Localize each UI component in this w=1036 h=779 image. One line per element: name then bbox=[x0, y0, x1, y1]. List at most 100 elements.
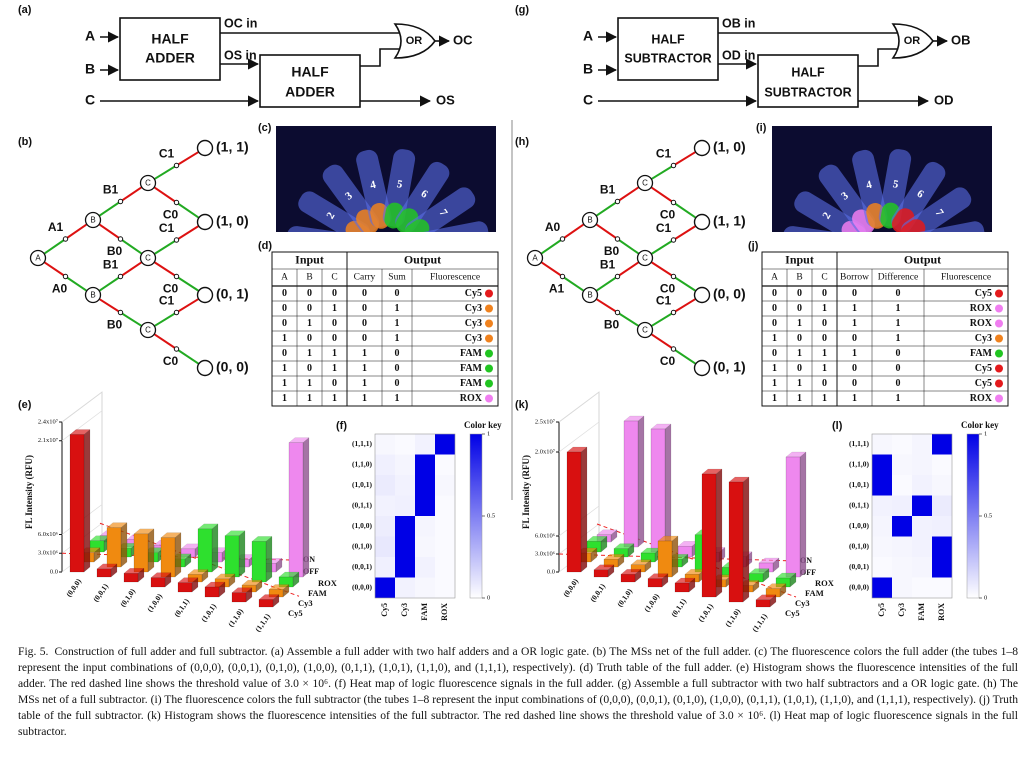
dye-dot bbox=[485, 364, 493, 373]
bar bbox=[133, 528, 155, 573]
switch bbox=[173, 309, 180, 316]
branch bbox=[616, 186, 639, 203]
heat-cell bbox=[395, 434, 415, 455]
branch bbox=[651, 333, 675, 350]
table-group: Output bbox=[904, 252, 941, 266]
dye-dot bbox=[995, 289, 1003, 298]
dye-dot bbox=[485, 304, 493, 313]
dye-dot bbox=[485, 349, 493, 358]
tube-label: 2 bbox=[820, 210, 833, 221]
node bbox=[139, 321, 157, 339]
bar-side bbox=[302, 437, 310, 578]
heat-cell bbox=[415, 536, 435, 557]
heat-cell bbox=[415, 475, 435, 496]
heat-cell bbox=[892, 577, 912, 598]
edge-label: B0 bbox=[107, 318, 123, 332]
table-cell: 1 bbox=[307, 378, 312, 389]
x-tick-label: FAM bbox=[420, 603, 429, 621]
edge-label: C0 bbox=[163, 208, 179, 222]
bar-face bbox=[566, 451, 582, 573]
block bbox=[757, 54, 859, 108]
y-tick-label: 6.0x10⁶ bbox=[535, 532, 555, 539]
panel-label: (a) bbox=[18, 4, 32, 16]
dye-dot bbox=[995, 334, 1003, 343]
branch bbox=[154, 186, 178, 204]
bar bbox=[647, 573, 669, 588]
table-cell: 1 bbox=[362, 348, 367, 359]
edge-label: B0 bbox=[604, 318, 620, 332]
bar-face bbox=[160, 537, 176, 578]
x-tick-label: (1,1,1) bbox=[253, 612, 272, 634]
tube-label: 1 bbox=[812, 237, 825, 244]
table-cell: 0 bbox=[772, 288, 777, 299]
heat-cell bbox=[415, 495, 435, 516]
switch bbox=[614, 309, 621, 316]
table-cell: FAM bbox=[460, 363, 483, 374]
grid-line bbox=[558, 391, 600, 423]
bar-face bbox=[620, 574, 636, 583]
heat-cell bbox=[932, 536, 952, 557]
x-tick-label: (0,0,1) bbox=[588, 582, 607, 604]
table-cell: 0 bbox=[362, 303, 367, 314]
output-label: OC bbox=[453, 32, 473, 47]
heat-cell bbox=[892, 475, 912, 496]
bar-side bbox=[580, 446, 588, 573]
table-header: C bbox=[821, 273, 827, 283]
heat-cell bbox=[395, 475, 415, 496]
branch bbox=[651, 239, 675, 255]
colorbar-tick-label: 1 bbox=[984, 430, 987, 437]
heat-cell bbox=[435, 495, 455, 516]
switch bbox=[173, 162, 180, 169]
bar-face bbox=[674, 582, 690, 593]
branch bbox=[154, 311, 178, 327]
node-label: B bbox=[587, 291, 592, 300]
figure: (a)(b)(c)(d)(e)(f)(g)(h)(i)(j)(k)(l)ABCH… bbox=[18, 4, 1009, 634]
branch bbox=[99, 275, 122, 292]
table-cell: Cy5 bbox=[975, 288, 992, 299]
bar bbox=[231, 587, 253, 603]
branch bbox=[616, 238, 639, 255]
branch bbox=[596, 298, 619, 314]
bar bbox=[650, 423, 672, 553]
input-label: B bbox=[583, 61, 593, 77]
block-label: SUBTRACTOR bbox=[624, 51, 711, 65]
block-label: ADDER bbox=[145, 50, 195, 66]
bar bbox=[603, 553, 625, 568]
colorbar-tick-label: 1 bbox=[487, 430, 490, 437]
edge-label: B1 bbox=[600, 183, 616, 197]
table-cell: FAM bbox=[460, 378, 483, 389]
node-label: B bbox=[587, 216, 592, 225]
edge-label: C1 bbox=[656, 221, 672, 235]
table-cell: 1 bbox=[772, 393, 777, 404]
x-tick-label: (0,1,1) bbox=[172, 597, 191, 619]
table-cell: 0 bbox=[822, 318, 827, 329]
bar bbox=[620, 568, 642, 583]
bar bbox=[150, 572, 172, 588]
or-gate bbox=[891, 23, 934, 59]
x-tick-label: (0,0,1) bbox=[91, 582, 110, 604]
x-tick-label: FAM bbox=[917, 603, 926, 621]
heat-cell bbox=[395, 577, 415, 598]
table-cell: 0 bbox=[822, 288, 827, 299]
heat-cell bbox=[932, 454, 952, 475]
switch bbox=[62, 236, 69, 242]
heat-cell bbox=[872, 495, 892, 516]
tube-body bbox=[907, 221, 985, 232]
table-cell: ROX bbox=[970, 318, 993, 329]
colorbar-tick-label: 0 bbox=[487, 594, 490, 601]
output-node bbox=[693, 213, 711, 231]
branch bbox=[561, 275, 584, 292]
heat-cell bbox=[892, 557, 912, 578]
series-label: Cy3 bbox=[795, 598, 810, 608]
switch bbox=[117, 198, 124, 205]
table-cell: ROX bbox=[970, 393, 993, 404]
heat-cell bbox=[932, 557, 952, 578]
x-tick-label: (1,1,0) bbox=[723, 607, 742, 629]
series-label: FAM bbox=[805, 588, 824, 598]
x-tick-label: (1,1,1) bbox=[750, 612, 769, 634]
heat-cell bbox=[395, 495, 415, 516]
branch bbox=[651, 164, 675, 180]
x-tick-label: (1,0,1) bbox=[199, 602, 218, 624]
branch bbox=[44, 261, 67, 278]
table-cell: 0 bbox=[282, 303, 287, 314]
